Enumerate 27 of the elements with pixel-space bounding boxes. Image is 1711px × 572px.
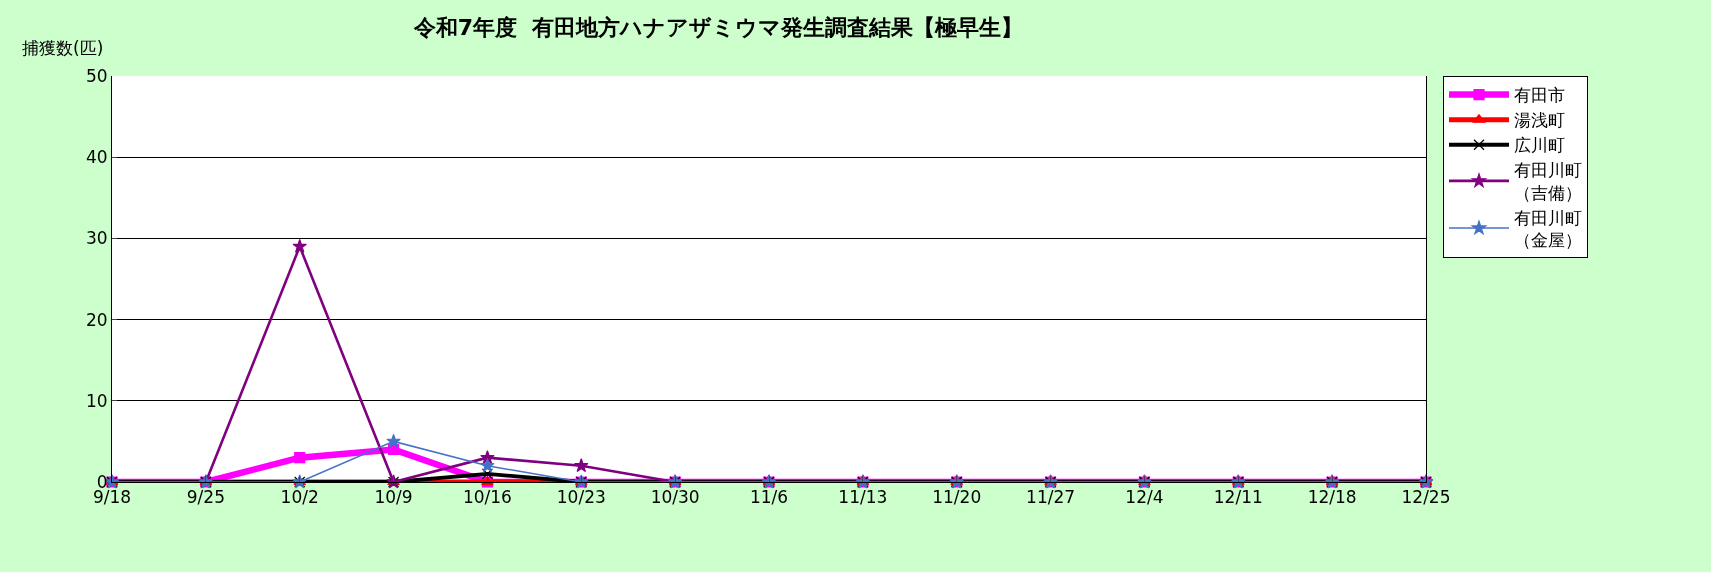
x-tick-label: 12/18 bbox=[1307, 487, 1357, 508]
y-tick-label: 30 bbox=[85, 228, 108, 249]
x-tick-label: 10/30 bbox=[650, 487, 700, 508]
legend-label: 広川町 bbox=[1514, 135, 1565, 156]
legend-label: 有田川町（金屋） bbox=[1514, 207, 1582, 250]
x-tick-label: 10/2 bbox=[280, 487, 319, 508]
legend-label: 有田川町（吉備） bbox=[1514, 160, 1582, 203]
x-tick-label: 10/16 bbox=[462, 487, 512, 508]
x-tick-label: 11/13 bbox=[838, 487, 888, 508]
x-tick-label: 10/9 bbox=[374, 487, 413, 508]
chart-title: 令和7年度 有田地方ハナアザミウマ発生調査結果【極早生】 bbox=[412, 15, 1024, 41]
x-tick-label: 10/23 bbox=[556, 487, 606, 508]
x-tick-label: 12/25 bbox=[1401, 487, 1451, 508]
legend-label: 有田市 bbox=[1514, 85, 1565, 106]
legend-label: 湯浅町 bbox=[1514, 110, 1565, 131]
y-tick-label: 20 bbox=[85, 309, 108, 330]
x-tick-label: 11/6 bbox=[749, 487, 789, 508]
x-tick-label: 12/4 bbox=[1125, 487, 1164, 508]
y-tick-label: 50 bbox=[85, 65, 108, 86]
x-tick-label: 9/18 bbox=[92, 487, 132, 508]
x-tick-label: 11/27 bbox=[1026, 487, 1076, 508]
y-tick-label: 10 bbox=[85, 390, 108, 411]
y-axis-title: 捕獲数(匹) bbox=[22, 38, 104, 58]
x-tick-label: 9/25 bbox=[186, 487, 225, 508]
x-tick-label: 12/11 bbox=[1213, 487, 1263, 508]
y-tick-label: 40 bbox=[85, 147, 108, 168]
x-tick-label: 11/20 bbox=[932, 487, 982, 508]
